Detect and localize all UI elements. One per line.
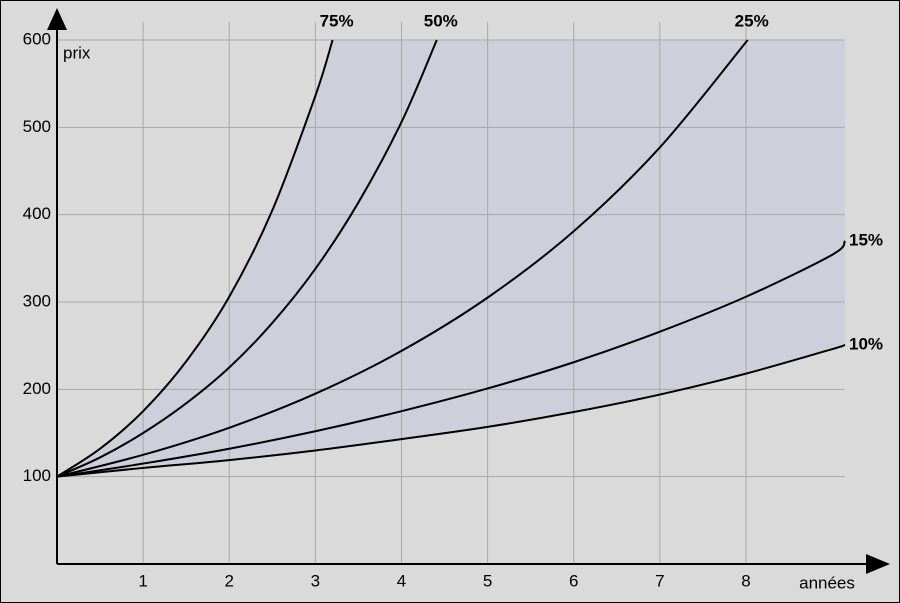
y-tick-label: 100 bbox=[23, 466, 51, 485]
x-tick-label: 1 bbox=[138, 571, 147, 590]
series-label: 75% bbox=[320, 11, 354, 30]
line bbox=[56, 39, 749, 478]
x-axis-label: années bbox=[799, 573, 855, 592]
x-tick-label: 2 bbox=[225, 571, 234, 590]
x-tick-label: 6 bbox=[569, 571, 578, 590]
line bbox=[56, 39, 334, 478]
line bbox=[56, 39, 438, 478]
y-tick-label: 500 bbox=[23, 117, 51, 136]
y-arrow bbox=[47, 8, 67, 30]
line bbox=[56, 343, 846, 478]
x-tick-label: 3 bbox=[311, 571, 320, 590]
x-tick-label: 4 bbox=[397, 571, 406, 590]
series-label: 15% bbox=[849, 230, 883, 249]
y-axis-label: prix bbox=[63, 43, 91, 62]
series-label: 50% bbox=[424, 11, 458, 30]
series-label: 25% bbox=[735, 11, 769, 30]
x-tick-label: 8 bbox=[741, 571, 750, 590]
y-tick-label: 400 bbox=[23, 204, 51, 223]
x-arrow bbox=[866, 554, 890, 574]
x-tick-label: 7 bbox=[655, 571, 664, 590]
y-tick-label: 300 bbox=[23, 291, 51, 310]
y-tick-label: 200 bbox=[23, 379, 51, 398]
y-tick-label: 600 bbox=[23, 29, 51, 48]
shaded-area bbox=[57, 40, 845, 477]
series-label: 10% bbox=[849, 334, 883, 353]
line bbox=[56, 240, 846, 478]
x-tick-label: 5 bbox=[483, 571, 492, 590]
